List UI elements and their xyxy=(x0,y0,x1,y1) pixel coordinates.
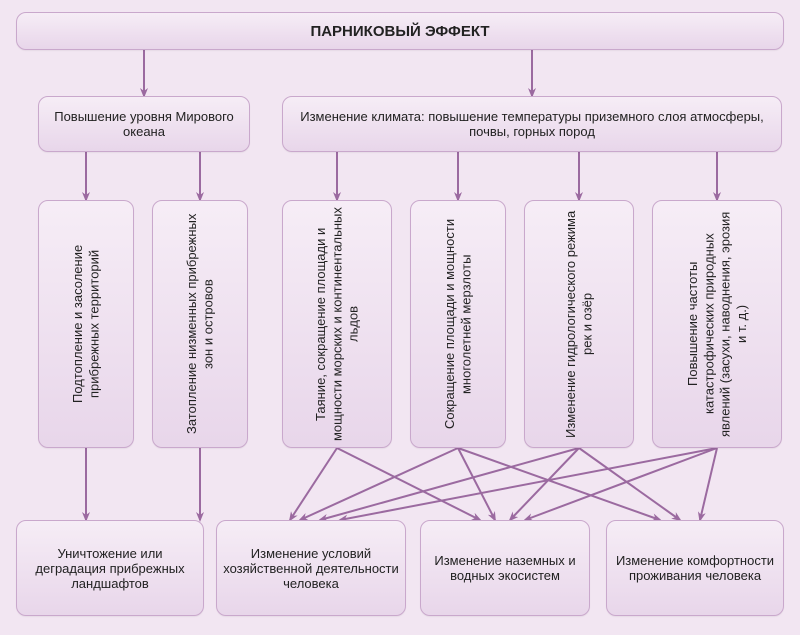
node-b3: Изменение наземных и водных экосистем xyxy=(420,520,590,616)
node-l2b: Изменение климата: повышение температуры… xyxy=(282,96,782,152)
node-v2-label: Затопление низменных прибрежных зон и ос… xyxy=(184,207,217,441)
node-v4: Сокращение площади и мощности многолетне… xyxy=(410,200,506,448)
node-l2a-label: Повышение уровня Мирового океана xyxy=(45,109,243,139)
arrow-11 xyxy=(337,448,480,520)
arrow-13 xyxy=(458,448,495,520)
node-b4: Изменение комфортности проживания челове… xyxy=(606,520,784,616)
node-v3-label: Таяние, сокращение площади и мощности мо… xyxy=(313,207,362,441)
node-v1: Подтопление и засоление прибрежных терри… xyxy=(38,200,134,448)
node-b2-label: Изменение условий хозяйственной деятельн… xyxy=(223,546,399,591)
node-b3-label: Изменение наземных и водных экосистем xyxy=(427,553,583,583)
arrow-20 xyxy=(700,448,717,520)
node-b2: Изменение условий хозяйственной деятельн… xyxy=(216,520,406,616)
node-l2a: Повышение уровня Мирового океана xyxy=(38,96,250,152)
node-v2: Затопление низменных прибрежных зон и ос… xyxy=(152,200,248,448)
arrow-17 xyxy=(579,448,680,520)
node-l2b-label: Изменение климата: повышение температуры… xyxy=(289,109,775,139)
node-v4-label: Сокращение площади и мощности многолетне… xyxy=(442,207,475,441)
node-root-label: ПАРНИКОВЫЙ ЭФФЕКТ xyxy=(310,23,489,40)
node-root: ПАРНИКОВЫЙ ЭФФЕКТ xyxy=(16,12,784,50)
arrow-18 xyxy=(340,448,717,520)
arrow-12 xyxy=(300,448,458,520)
node-v1-label: Подтопление и засоление прибрежных терри… xyxy=(70,207,103,441)
node-b4-label: Изменение комфортности проживания челове… xyxy=(613,553,777,583)
node-v6-label: Повышение частоты катастрофических приро… xyxy=(685,207,750,441)
arrow-15 xyxy=(320,448,579,520)
node-v5: Изменение гидрологического режима рек и … xyxy=(524,200,634,448)
node-v6: Повышение частоты катастрофических приро… xyxy=(652,200,782,448)
arrow-14 xyxy=(458,448,660,520)
node-b1: Уничтожение или деградация прибрежных ла… xyxy=(16,520,204,616)
arrow-10 xyxy=(290,448,337,520)
flowchart-stage: ПАРНИКОВЫЙ ЭФФЕКТ Повышение уровня Мирово… xyxy=(0,0,800,635)
node-v3: Таяние, сокращение площади и мощности мо… xyxy=(282,200,392,448)
node-b1-label: Уничтожение или деградация прибрежных ла… xyxy=(23,546,197,591)
arrow-16 xyxy=(510,448,579,520)
arrow-19 xyxy=(525,448,717,520)
node-v5-label: Изменение гидрологического режима рек и … xyxy=(563,207,596,441)
